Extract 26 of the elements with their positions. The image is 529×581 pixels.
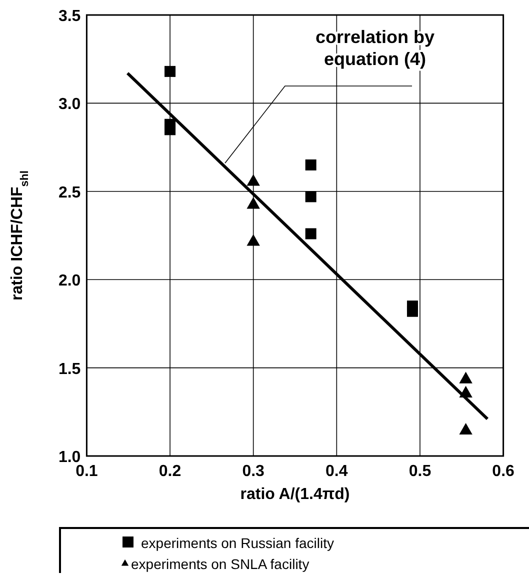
x-tick-label: 0.5 [408,463,432,480]
point [164,66,176,77]
x-tick-label: 0.3 [242,463,265,480]
y-tick-label: 1.5 [58,360,81,378]
x-axis-title: ratio A/(1.4πd) [240,486,350,503]
point [459,372,472,384]
y-tick-label: 2.0 [58,272,81,290]
legend-label: experiments on SNLA facility [131,556,310,572]
y-tick-label: 3.5 [58,8,81,25]
point [305,228,316,240]
x-tick-label: 0.6 [492,463,515,480]
x-tick-label: 0.4 [326,463,348,480]
legend-label: experiments on Russian facility [141,535,334,551]
point [246,197,260,209]
point [459,422,472,434]
x-tick-label: 0.1 [76,463,98,480]
y-tick-label: 1.0 [58,449,81,466]
x-tick-label: 0.2 [158,463,182,480]
y-tick-label: 2.5 [58,184,81,202]
point [305,191,316,202]
point [406,306,418,317]
point [164,124,176,136]
point [305,159,316,170]
y-tick-label: 3.0 [58,96,81,114]
point [246,174,260,186]
point [246,234,260,246]
